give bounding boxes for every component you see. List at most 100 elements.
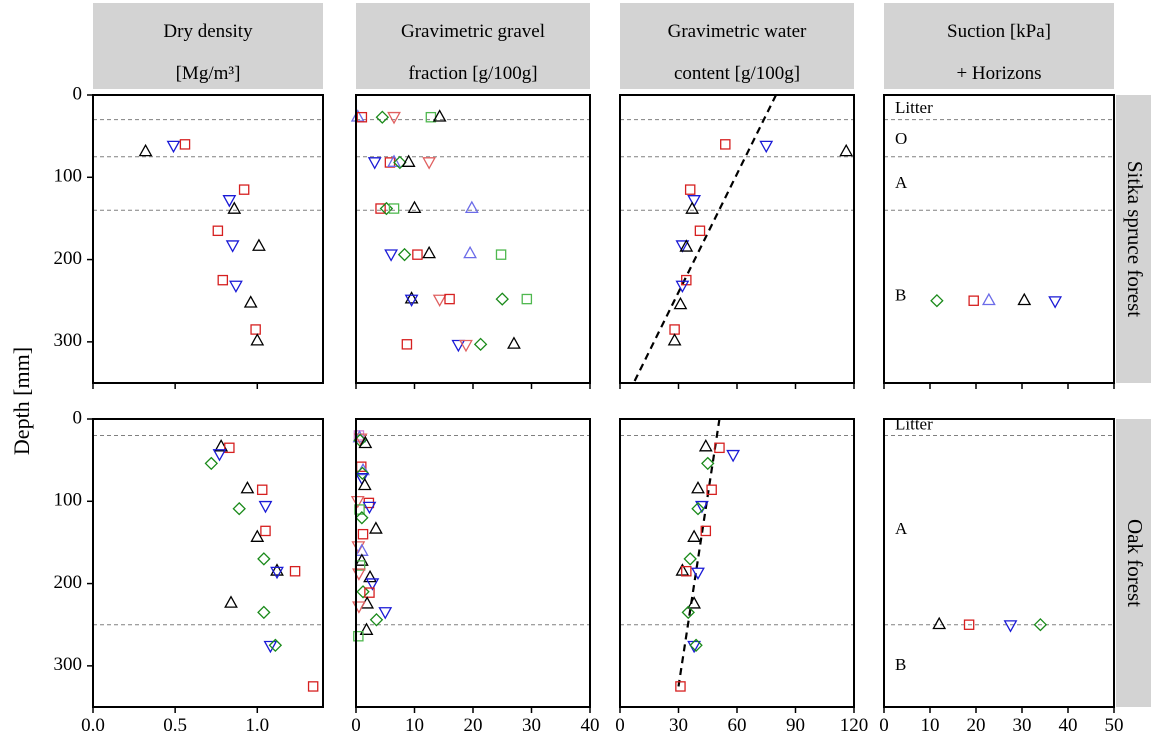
- horizon-label: A: [895, 173, 908, 192]
- marker-diamond: [268, 638, 283, 653]
- marker-triangle-up: [270, 563, 284, 576]
- marker-square: [364, 587, 375, 598]
- marker-triangle-up: [432, 109, 447, 122]
- marker-diamond: [473, 337, 488, 352]
- marker-triangle-up: [667, 333, 682, 346]
- marker-square: [444, 293, 455, 305]
- marker-diamond: [397, 247, 412, 262]
- marker-square: [212, 225, 224, 237]
- marker-triangle-up: [687, 529, 702, 542]
- x-tick-label: 50: [1105, 715, 1124, 736]
- x-tick-label: 0.5: [163, 715, 187, 736]
- marker-triangle-up: [252, 238, 266, 251]
- row-label: Oak forest: [1123, 519, 1147, 607]
- marker-triangle-up: [243, 295, 258, 308]
- x-tick-label: 120: [840, 715, 869, 736]
- y-tick-label: 300: [54, 330, 83, 351]
- marker-diamond: [355, 466, 370, 481]
- column-header-text: Dry density: [163, 21, 253, 42]
- marker-triangle-down: [404, 294, 419, 308]
- y-tick-label: 300: [54, 654, 83, 675]
- marker-triangle-down: [378, 607, 393, 620]
- marker-diamond: [204, 456, 219, 471]
- marker-triangle-down: [387, 111, 401, 125]
- marker-triangle-up: [679, 239, 694, 252]
- row-label-bg: [1116, 95, 1151, 383]
- marker-square: [250, 324, 261, 335]
- marker-triangle-down: [225, 240, 240, 253]
- marker-triangle-up: [214, 439, 229, 452]
- panel-frame: [92, 418, 324, 708]
- marker-triangle-down: [675, 280, 690, 294]
- row-label-bg: [1116, 419, 1151, 707]
- marker-square: [669, 324, 680, 335]
- marker-diamond: [369, 613, 384, 627]
- marker-triangle-down: [362, 501, 377, 515]
- marker-square: [681, 565, 692, 577]
- marker-triangle-up: [698, 439, 713, 452]
- column-header-text: [Mg/m³]: [176, 63, 241, 84]
- marker-triangle-down: [212, 449, 227, 462]
- marker-square: [521, 293, 533, 305]
- marker-triangle-up: [358, 435, 373, 449]
- marker-triangle-up: [464, 200, 479, 214]
- panel-spruce-1: 0 100 200 300: [54, 83, 324, 389]
- y-tick-label: 200: [54, 248, 83, 269]
- marker-triangle-down: [726, 449, 741, 463]
- x-tick-label: 30: [669, 715, 688, 736]
- marker-square: [968, 295, 979, 306]
- marker-square: [388, 203, 400, 214]
- x-tick-label: 0: [615, 715, 625, 736]
- marker-diamond: [257, 605, 271, 620]
- marker-diamond: [375, 110, 390, 124]
- marker-square: [963, 619, 975, 630]
- marker-triangle-down: [1048, 296, 1063, 309]
- marker-diamond: [356, 585, 370, 599]
- column-header-bg: [884, 3, 1114, 89]
- marker-square: [238, 184, 250, 195]
- x-tick-label: 0: [879, 715, 889, 736]
- marker-square: [706, 484, 717, 496]
- marker-triangle-down: [687, 195, 702, 208]
- marker-square: [720, 139, 731, 150]
- marker-diamond: [1033, 617, 1048, 632]
- horizon-label: Litter: [895, 98, 933, 117]
- marker-triangle-up: [387, 154, 401, 167]
- marker-triangle-down: [384, 249, 399, 262]
- panel-frame: [619, 418, 855, 708]
- marker-square: [495, 249, 507, 260]
- marker-triangle-down: [263, 640, 278, 654]
- marker-square: [700, 525, 712, 537]
- marker-triangle-down: [451, 339, 466, 353]
- panel-frame: [92, 94, 324, 384]
- marker-triangle-up: [404, 291, 419, 304]
- marker-diamond: [689, 638, 703, 653]
- panel-spruce-3: [619, 94, 855, 389]
- trend-line: [677, 419, 721, 687]
- x-tick-label: 10: [405, 715, 424, 736]
- marker-triangle-down: [432, 294, 447, 308]
- y-tick-label: 0: [73, 83, 83, 104]
- x-tick-label: 1.0: [245, 715, 269, 736]
- marker-triangle-down: [270, 566, 284, 580]
- marker-triangle-up: [687, 596, 702, 609]
- marker-triangle-up: [250, 333, 265, 346]
- marker-triangle-up: [981, 292, 996, 306]
- marker-triangle-down: [694, 500, 709, 514]
- marker-triangle-down: [365, 578, 380, 591]
- x-tick-label: 0: [351, 715, 361, 736]
- marker-square: [224, 442, 235, 454]
- marker-triangle-up: [675, 563, 690, 576]
- column-header-text: Gravimetric gravel: [401, 21, 545, 42]
- marker-triangle-up: [138, 143, 153, 157]
- marker-triangle-up: [673, 296, 688, 310]
- marker-triangle-up: [363, 569, 377, 583]
- horizon-label: O: [895, 129, 907, 148]
- marker-square: [357, 528, 369, 540]
- panel-oak-4: Litter A B 0 10 20 30 40 50: [879, 414, 1123, 736]
- column-header-text: + Horizons: [956, 63, 1041, 84]
- horizon-label: A: [895, 519, 908, 538]
- horizon-label: B: [895, 655, 906, 674]
- marker-triangle-up: [401, 154, 416, 167]
